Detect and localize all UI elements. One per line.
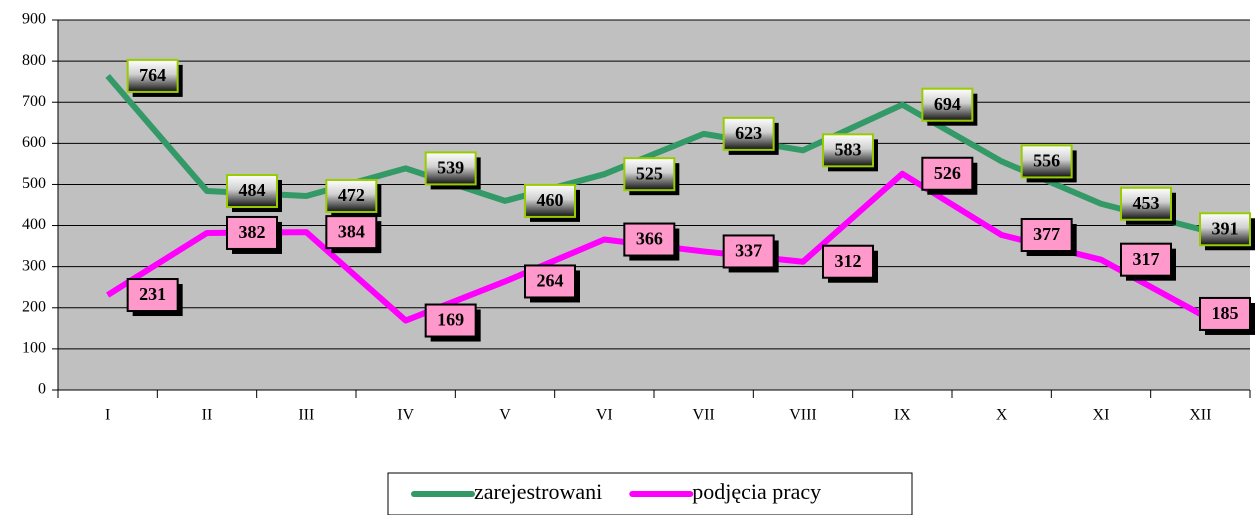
y-tick-label: 0	[38, 381, 46, 398]
data-label: 185	[1212, 303, 1239, 323]
x-tick-label: VI	[596, 407, 613, 424]
data-label: 764	[139, 65, 166, 85]
data-label-box	[226, 215, 278, 250]
data-label: 366	[636, 229, 663, 249]
y-tick-label: 400	[22, 216, 46, 233]
data-label-box	[524, 264, 576, 299]
series-line	[105, 73, 1202, 233]
y-tick-label: 200	[22, 298, 46, 315]
data-label: 384	[338, 221, 365, 241]
y-tick-label: 800	[22, 52, 46, 69]
data-label: 525	[636, 163, 663, 183]
data-label-box	[1120, 242, 1172, 277]
data-label: 623	[735, 123, 762, 143]
data-label-box	[1020, 144, 1073, 179]
data-label-box	[722, 116, 775, 151]
data-label: 231	[139, 284, 166, 304]
data-label: 264	[537, 271, 564, 291]
data-label-box	[126, 278, 179, 313]
data-label: 337	[735, 241, 762, 261]
x-tick-label: IX	[894, 407, 911, 424]
data-label: 169	[437, 310, 464, 330]
y-tick-label: 600	[22, 134, 46, 151]
data-label-box	[325, 215, 378, 250]
y-tick-label: 100	[22, 340, 46, 357]
data-label: 382	[239, 222, 266, 242]
legend-label: podjęcia pracy	[692, 479, 821, 504]
y-tick-label: 500	[22, 175, 46, 192]
data-label: 484	[239, 180, 266, 200]
x-tick-label: VIII	[789, 407, 817, 424]
x-tick-label: III	[298, 407, 314, 424]
data-label-box	[424, 303, 477, 338]
data-label-box	[623, 222, 676, 257]
data-label-box	[325, 178, 378, 213]
data-label-box	[822, 133, 874, 168]
data-label-box	[1199, 296, 1251, 331]
data-label-box	[226, 174, 278, 209]
data-label: 377	[1033, 224, 1060, 244]
data-label-box	[722, 234, 775, 269]
data-label: 391	[1212, 218, 1239, 238]
data-label: 556	[1033, 151, 1060, 171]
x-tick-label: VII	[693, 407, 715, 424]
data-label: 694	[934, 94, 961, 114]
data-label-box	[1199, 212, 1251, 247]
x-tick-label: X	[996, 407, 1008, 424]
x-tick-label: IV	[397, 407, 414, 424]
data-label: 317	[1133, 249, 1160, 269]
x-tick-label: V	[499, 407, 511, 424]
data-label-box	[424, 151, 477, 186]
data-label-box	[1020, 218, 1073, 253]
data-label: 526	[934, 163, 961, 183]
data-label: 460	[537, 190, 564, 210]
x-tick-label: XII	[1189, 407, 1211, 424]
data-label: 583	[835, 139, 862, 159]
data-label: 472	[338, 185, 365, 205]
data-label: 453	[1133, 193, 1160, 213]
data-label-box	[623, 157, 676, 192]
x-tick-label: XI	[1093, 407, 1110, 424]
y-tick-label: 900	[22, 11, 46, 28]
data-label-box	[921, 87, 974, 122]
data-label-box	[921, 156, 974, 191]
x-tick-label: I	[105, 407, 110, 424]
data-label: 312	[835, 251, 862, 271]
data-label-box	[126, 58, 179, 93]
legend-label: zarejestrowani	[474, 479, 602, 504]
data-label-box	[1120, 186, 1172, 221]
y-tick-label: 300	[22, 257, 46, 274]
data-label-box	[524, 183, 576, 218]
x-tick-label: II	[202, 407, 213, 424]
data-label: 539	[437, 158, 464, 178]
y-tick-label: 700	[22, 93, 46, 110]
data-label-box	[822, 244, 874, 279]
